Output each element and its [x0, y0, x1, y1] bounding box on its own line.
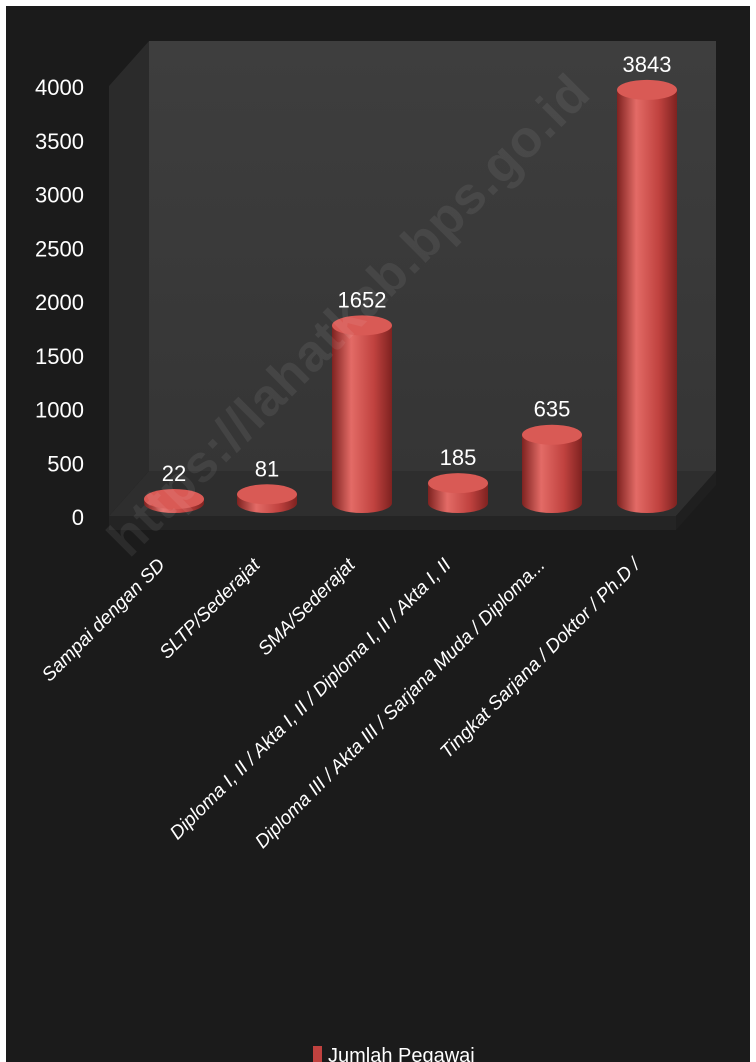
data-label: 1652 [338, 287, 387, 312]
legend: Jumlah Pegawai [313, 1045, 475, 1062]
data-label: 185 [440, 445, 477, 470]
bar [144, 489, 204, 513]
x-tick-label: Sampai dengan SD [38, 554, 170, 686]
bar [237, 484, 297, 513]
data-label: 81 [255, 456, 279, 481]
data-labels: 22 81 1652 185 635 3843 [162, 52, 672, 486]
data-label: 635 [534, 397, 571, 422]
bar [428, 473, 488, 513]
y-tick-label: 1000 [35, 398, 84, 423]
chart-panel: 0 500 1000 1500 2000 2500 3000 3500 4000 Sampai … [6, 6, 750, 1062]
x-tick-label: Tingkat Sarjana / Doktor / Ph.D / [436, 553, 645, 762]
floor-edge-side [676, 471, 716, 530]
x-axis-ticks: Sampai dengan SDSLTP/SederajatSMA/Sedera… [38, 553, 646, 852]
bar [332, 315, 392, 513]
y-tick-label: 500 [47, 451, 84, 476]
y-tick-label: 3000 [35, 183, 84, 208]
bars [144, 79, 677, 513]
bar-chart: 0 500 1000 1500 2000 2500 3000 3500 4000 Sampai … [35, 41, 716, 1062]
y-tick-label: 0 [72, 505, 84, 530]
floor-edge [109, 516, 676, 530]
legend-swatch [313, 1046, 322, 1062]
bar [522, 424, 582, 513]
data-label: 22 [162, 461, 186, 486]
back-wall [149, 41, 716, 471]
y-axis-ticks: 0 500 1000 1500 2000 2500 3000 3500 4000 [35, 75, 84, 530]
side-wall [109, 41, 149, 516]
y-tick-label: 2500 [35, 236, 84, 261]
legend-label: Jumlah Pegawai [328, 1045, 475, 1062]
y-tick-label: 4000 [35, 75, 84, 100]
x-tick-label: SLTP/Sederajat [156, 554, 265, 663]
y-tick-label: 2000 [35, 290, 84, 315]
x-tick-label: SMA/Sederajat [254, 554, 360, 660]
y-tick-label: 1500 [35, 344, 84, 369]
y-tick-label: 3500 [35, 129, 84, 154]
data-label: 3843 [623, 52, 672, 77]
bar [617, 79, 677, 513]
